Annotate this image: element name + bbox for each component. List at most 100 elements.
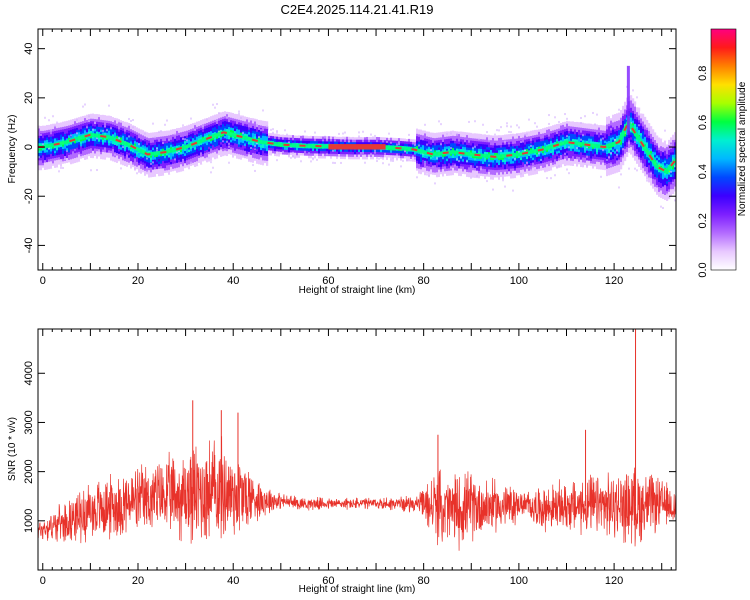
- spectrogram-cell: [464, 144, 467, 148]
- spectrogram-speckle: [110, 127, 112, 130]
- spectrogram-cell: [44, 164, 47, 168]
- spectrogram-cell: [86, 129, 89, 133]
- spectrogram-cell: [480, 160, 483, 164]
- spectrogram-cell: [608, 116, 611, 119]
- spectrogram-cell: [292, 139, 295, 143]
- spectrogram-cell: [162, 131, 165, 134]
- spectrogram-cell: [246, 153, 249, 157]
- spectrogram-cell: [120, 137, 123, 140]
- spectrogram-cell: [346, 156, 349, 160]
- spectrogram-speckle: [138, 143, 140, 146]
- spectrogram-cell: [456, 170, 459, 174]
- spectrogram-cell: [510, 141, 513, 145]
- spectrogram-cell: [126, 134, 129, 138]
- spectrogram-cell: [486, 166, 489, 170]
- spectrogram-cell: [84, 139, 87, 143]
- spectrogram-cell: [72, 141, 75, 144]
- spectrogram-cell: [610, 130, 613, 133]
- spectrogram-cell: [504, 134, 507, 138]
- spectrogram-cell: [248, 134, 251, 138]
- spectrogram-cell: [354, 149, 357, 153]
- spectrogram-cell: [182, 156, 185, 159]
- spectrogram-cell: [100, 124, 103, 128]
- spectrogram-cell: [126, 132, 129, 135]
- spectrogram-cell: [322, 150, 325, 154]
- spectrogram-cell: [110, 140, 113, 144]
- spectrogram-cell: [226, 138, 229, 142]
- spectrogram-cell: [600, 127, 603, 131]
- spectrogram-cell: [492, 172, 495, 175]
- spectrogram-speckle: [566, 135, 568, 138]
- spectrogram-cell: [148, 167, 151, 171]
- spectrogram-cell: [422, 135, 425, 138]
- spectrogram-cell: [188, 166, 191, 170]
- spectrogram-cell: [142, 171, 145, 175]
- spectrogram-cell: [454, 133, 457, 137]
- spectrogram-cell: [112, 146, 115, 150]
- spectrogram-cell: [62, 136, 65, 140]
- spectrogram-cell: [494, 147, 497, 151]
- spectrogram-cell: [76, 130, 79, 133]
- spectrogram-cell: [172, 170, 175, 174]
- spectrogram-cell: [116, 125, 119, 129]
- spectrogram-cell: [98, 151, 101, 154]
- spectrogram-speckle: [456, 158, 458, 161]
- spectrogram-cell: [318, 153, 321, 156]
- spectrogram-cell: [464, 159, 467, 162]
- spectrogram-cell: [332, 153, 335, 157]
- spectrogram-cell: [564, 158, 567, 162]
- spectrogram-cell: [346, 151, 349, 155]
- spectrogram-speckle: [270, 128, 272, 131]
- spectrogram-cell: [190, 153, 193, 157]
- spectrogram-cell: [56, 140, 59, 143]
- spectrogram-cell: [88, 153, 91, 157]
- spectrogram-cell: [164, 157, 167, 161]
- spectrogram-cell: [312, 155, 315, 159]
- spectrogram-cell: [216, 126, 219, 129]
- spectrogram-cell: [206, 120, 209, 123]
- spectrogram-cell: [180, 163, 183, 167]
- spectrogram-cell: [576, 161, 579, 165]
- spectrogram-speckle: [374, 134, 376, 137]
- spectrogram-cell: [204, 123, 207, 127]
- spectrogram-cell: [364, 141, 367, 145]
- spectrogram-cell: [492, 167, 495, 170]
- spectrogram-cell: [560, 159, 563, 163]
- spectrogram-cell: [184, 140, 187, 144]
- spectrogram-cell: [102, 122, 105, 125]
- spectrogram-cell: [596, 151, 599, 155]
- spectrogram-cell: [520, 135, 523, 139]
- spectrogram-cell: [606, 121, 609, 125]
- spectrogram-cell: [490, 171, 493, 175]
- spectrogram-cell: [576, 151, 579, 155]
- spectrogram-cell: [554, 163, 557, 167]
- spectrogram-cell: [238, 131, 241, 135]
- spectrogram-cell: [154, 161, 157, 165]
- spectrogram-cell: [420, 144, 423, 148]
- spectrogram-cell: [466, 139, 469, 143]
- spectrogram-speckle: [474, 145, 476, 148]
- spectrogram-cell: [518, 155, 521, 159]
- spectrogram-cell: [190, 141, 193, 144]
- spectrogram-cell: [610, 122, 613, 126]
- spectrogram-cell: [202, 156, 205, 159]
- spectrogram-cell: [116, 133, 119, 136]
- spectrogram-cell: [240, 156, 243, 160]
- spectrogram-cell: [604, 159, 607, 163]
- spectrogram-cell: [130, 138, 133, 142]
- spectrogram-cell: [432, 162, 435, 165]
- spectrogram-cell: [210, 133, 213, 137]
- spectrogram-cell: [454, 138, 457, 141]
- spectrogram-cell: [154, 159, 157, 162]
- spectrogram-cell: [544, 144, 547, 148]
- spectrogram-cell: [140, 153, 143, 157]
- spectrogram-cell: [252, 157, 255, 161]
- spectrogram-speckle: [260, 129, 262, 132]
- spectrogram-cell: [82, 125, 85, 129]
- spectrogram-cell: [328, 150, 331, 154]
- spectrogram-cell: [56, 125, 59, 129]
- spectrogram-cell: [60, 131, 63, 135]
- spectrogram-cell: [506, 136, 509, 140]
- spectrogram-cell: [570, 155, 573, 159]
- spectrogram-cell: [612, 166, 615, 170]
